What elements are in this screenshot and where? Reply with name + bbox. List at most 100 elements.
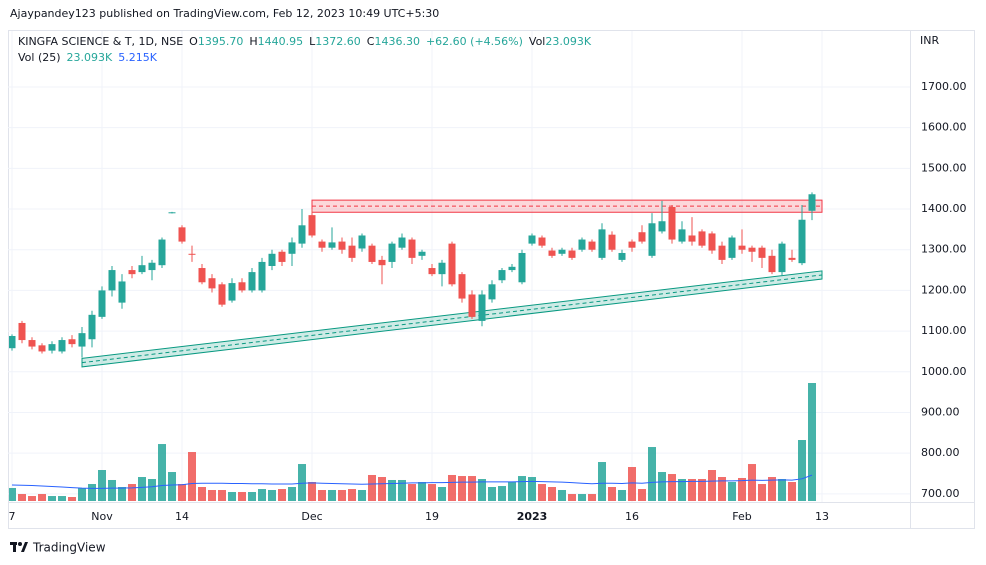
- candle-body: [178, 227, 186, 242]
- y-tick-label: 900.00: [921, 405, 960, 418]
- candle-body: [668, 207, 676, 240]
- candle-body: [168, 212, 176, 214]
- volume-bar: [448, 474, 456, 501]
- candle-body: [598, 229, 606, 258]
- candle-body: [268, 253, 276, 266]
- candle-body: [18, 322, 26, 341]
- volume-bar: [788, 482, 796, 501]
- y-tick-label: 1200.00: [921, 283, 967, 296]
- footer-logo: TradingView: [10, 541, 106, 555]
- volume-bar: [768, 477, 776, 501]
- candle-body: [798, 219, 806, 264]
- x-tick-label: 13: [815, 510, 829, 523]
- volume-bar: [578, 494, 586, 501]
- legend-text: L: [309, 35, 316, 48]
- volume-bar: [588, 494, 596, 501]
- legend-text: Vol (25): [18, 51, 61, 64]
- volume-bar: [208, 489, 216, 501]
- legend-text: 1436.30: [374, 35, 420, 48]
- volume-bar: [68, 497, 76, 501]
- candle-body: [228, 283, 236, 301]
- volume-bar: [618, 489, 626, 501]
- volume-bar: [728, 482, 736, 501]
- candle-body: [148, 262, 156, 271]
- y-tick-label: 1700.00: [921, 80, 967, 93]
- candle-body: [758, 247, 766, 258]
- y-tick-label: 700.00: [921, 487, 960, 500]
- legend-text: 1372.60: [315, 35, 361, 48]
- volume-bar: [298, 464, 306, 501]
- candle-body: [208, 278, 216, 289]
- legend-text: Vol: [529, 35, 545, 48]
- candle-body: [348, 245, 356, 258]
- volume-bar: [98, 469, 106, 501]
- publish-info: Ajaypandey123 published on TradingView.c…: [10, 7, 439, 20]
- candle-body: [68, 339, 76, 345]
- candle-body: [808, 194, 816, 211]
- candle-body: [298, 225, 306, 244]
- volume-bar: [158, 444, 166, 501]
- candle-body: [448, 243, 456, 285]
- volume-bar: [738, 477, 746, 501]
- volume-bar: [198, 487, 206, 501]
- volume-bar: [88, 484, 96, 501]
- volume-bar: [498, 486, 506, 501]
- volume-bar: [218, 489, 226, 501]
- candle-body: [368, 245, 376, 262]
- volume-bar: [358, 489, 366, 501]
- x-tick-label: Dec: [301, 510, 322, 523]
- candle-body: [478, 294, 486, 321]
- legend-text: H: [249, 35, 257, 48]
- volume-bar: [188, 452, 196, 501]
- y-tick-label: 1300.00: [921, 243, 967, 256]
- volume-bar: [338, 489, 346, 501]
- candle-body: [138, 265, 146, 273]
- volume-bar: [288, 487, 296, 501]
- volume-bar: [128, 484, 136, 501]
- candle-body: [538, 237, 546, 246]
- volume-bar: [138, 477, 146, 501]
- x-tick-label: 19: [425, 510, 439, 523]
- volume-bar: [78, 487, 86, 501]
- volume-bar: [438, 487, 446, 501]
- candle-body: [28, 340, 36, 347]
- candle-body: [418, 251, 426, 256]
- volume-bar: [748, 464, 756, 501]
- volume-bar: [458, 476, 466, 501]
- y-tick-label: 1100.00: [921, 324, 967, 337]
- candle-body: [338, 241, 346, 250]
- candle-body: [708, 233, 716, 251]
- volume-bar: [668, 474, 676, 501]
- volume-bar: [428, 484, 436, 501]
- candle-body: [678, 229, 686, 242]
- candles: [9, 192, 816, 358]
- candle-body: [488, 284, 496, 300]
- candle-body: [48, 344, 56, 351]
- x-tick-label: Nov: [91, 510, 113, 523]
- candle-body: [528, 235, 536, 244]
- y-tick-label: 1600.00: [921, 121, 967, 134]
- candle-body: [658, 221, 666, 232]
- candle-body: [98, 290, 106, 317]
- candle-body: [788, 257, 796, 260]
- volume-bar: [38, 494, 46, 501]
- volume-bar: [268, 489, 276, 501]
- volume-bar: [18, 494, 26, 501]
- volume-bar: [658, 472, 666, 501]
- volume-bar: [28, 496, 36, 501]
- volume-bar: [48, 496, 56, 501]
- volume-bar: [348, 489, 356, 501]
- candle-body: [288, 242, 296, 254]
- volume-bar: [378, 477, 386, 501]
- candle-body: [308, 215, 316, 236]
- y-tick-label: 1400.00: [921, 202, 967, 215]
- volume-bar: [278, 489, 286, 501]
- volume-bar: [108, 479, 116, 501]
- volume-bar: [688, 479, 696, 501]
- x-tick-label: 2023: [517, 510, 548, 523]
- volume-bar: [758, 484, 766, 501]
- candle-body: [388, 243, 396, 262]
- y-tick-label: 1500.00: [921, 161, 967, 174]
- candle-body: [248, 272, 256, 291]
- logo-part: [13, 545, 16, 552]
